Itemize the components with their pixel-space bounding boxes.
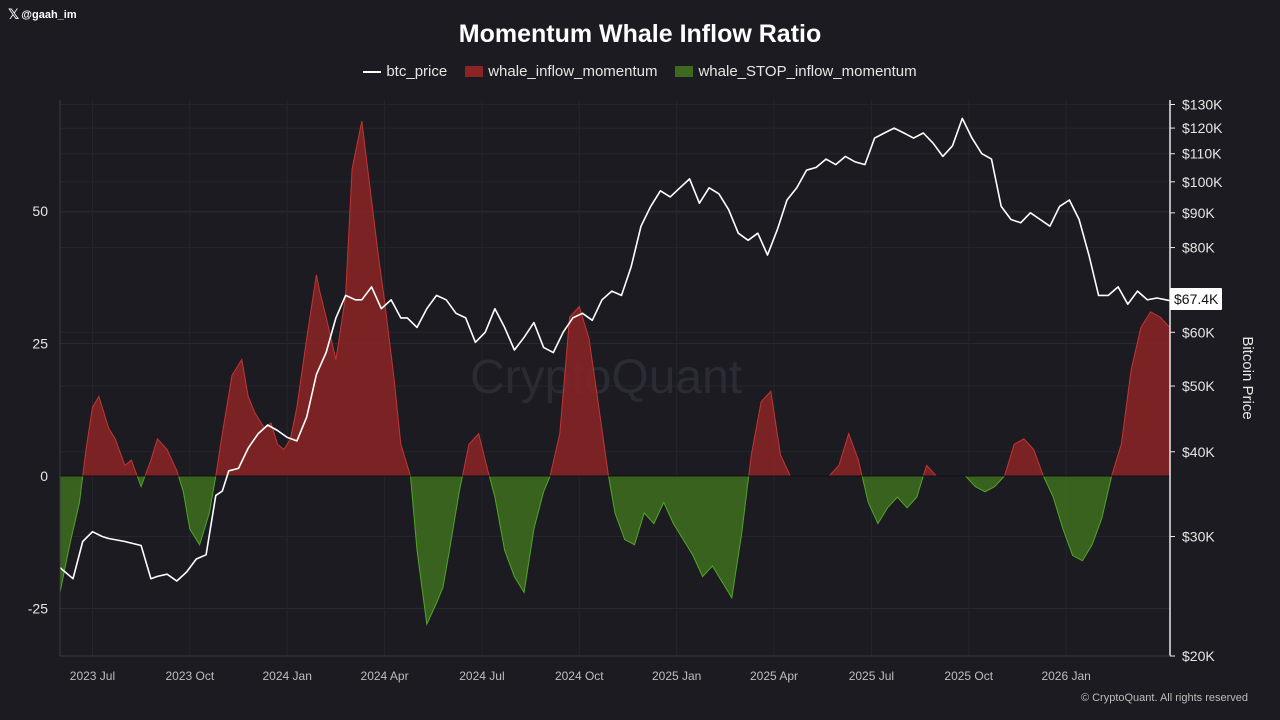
- author-handle: 𝕏 @gaah_im: [8, 6, 77, 23]
- left-axis-tick-label: 50: [32, 203, 48, 219]
- x-logo-icon: 𝕏: [8, 6, 20, 22]
- left-axis-tick-label: -25: [28, 600, 48, 616]
- copyright-notice: © CryptoQuant. All rights reserved: [1080, 692, 1248, 704]
- right-axis-tick-label: $80K: [1182, 240, 1215, 256]
- btc-price-series: [59, 117, 1171, 582]
- left-axis-tick-label: 25: [32, 336, 48, 352]
- right-axis-tick-label: $130K: [1182, 96, 1223, 112]
- right-axis-tick-label: $60K: [1182, 324, 1215, 340]
- chart-legend: btc_price whale_inflow_momentum whale_ST…: [0, 63, 1280, 80]
- legend-label-btc-price: btc_price: [386, 63, 448, 80]
- momentum-areas: [59, 121, 1171, 626]
- x-axis-tick-label: 2026 Jan: [1041, 669, 1090, 683]
- x-axis-tick-label: 2025 Oct: [944, 669, 993, 683]
- whale-stop-inflow-momentum-area: [59, 475, 1171, 626]
- right-axis-tick-label: $120K: [1182, 120, 1223, 136]
- x-axis-tick-label: 2023 Oct: [165, 669, 214, 683]
- legend-swatch-whale-stop-inflow: [675, 66, 694, 77]
- left-axis-tick-label: 0: [40, 468, 48, 484]
- right-axis-title: Bitcoin Price: [1239, 336, 1256, 419]
- x-axis-tick-label: 2024 Jul: [459, 669, 504, 683]
- right-axis-tick-label: $100K: [1182, 174, 1223, 190]
- legend-swatch-whale-inflow: [465, 66, 484, 77]
- x-axis-tick-label: 2024 Apr: [361, 669, 409, 683]
- x-axis-tick-label: 2025 Apr: [750, 669, 798, 683]
- legend-item-whale-stop-inflow[interactable]: whale_STOP_inflow_momentum: [675, 63, 917, 80]
- x-axis-tick-label: 2024 Oct: [555, 669, 604, 683]
- author-handle-text: @gaah_im: [21, 8, 77, 21]
- current-price-label: $67.4K: [1170, 288, 1223, 310]
- x-axis-tick-label: 2024 Jan: [262, 669, 311, 683]
- legend-swatch-btc-price: [363, 70, 382, 73]
- chart-title: Momentum Whale Inflow Ratio: [458, 20, 822, 48]
- watermark-text: CryptoQuant: [470, 351, 742, 404]
- right-axis-tick-label: $110K: [1182, 146, 1222, 162]
- legend-label-whale-inflow: whale_inflow_momentum: [488, 63, 658, 80]
- legend-label-whale-stop-inflow: whale_STOP_inflow_momentum: [698, 63, 917, 80]
- right-axis-tick-label: $50K: [1182, 378, 1215, 394]
- x-axis-tick-label: 2025 Jul: [849, 669, 894, 683]
- x-axis-tick-label: 2023 Jul: [70, 669, 115, 683]
- chart-axes: 50 25 0 -25 $130K $120K $110K $100K $90K $80K $60K…: [28, 96, 1256, 683]
- right-axis-tick-label: $30K: [1182, 529, 1215, 545]
- right-axis-tick-label: $40K: [1182, 444, 1215, 460]
- legend-item-btc-price[interactable]: btc_price: [363, 63, 447, 80]
- whale-inflow-momentum-area: [59, 121, 1171, 477]
- btc-price-line: [59, 117, 1171, 582]
- x-axis-tick-label: 2025 Jan: [652, 669, 701, 683]
- legend-item-whale-inflow[interactable]: whale_inflow_momentum: [465, 63, 657, 80]
- right-axis-tick-label: $20K: [1182, 648, 1215, 664]
- right-axis-tick-label: $90K: [1182, 205, 1215, 221]
